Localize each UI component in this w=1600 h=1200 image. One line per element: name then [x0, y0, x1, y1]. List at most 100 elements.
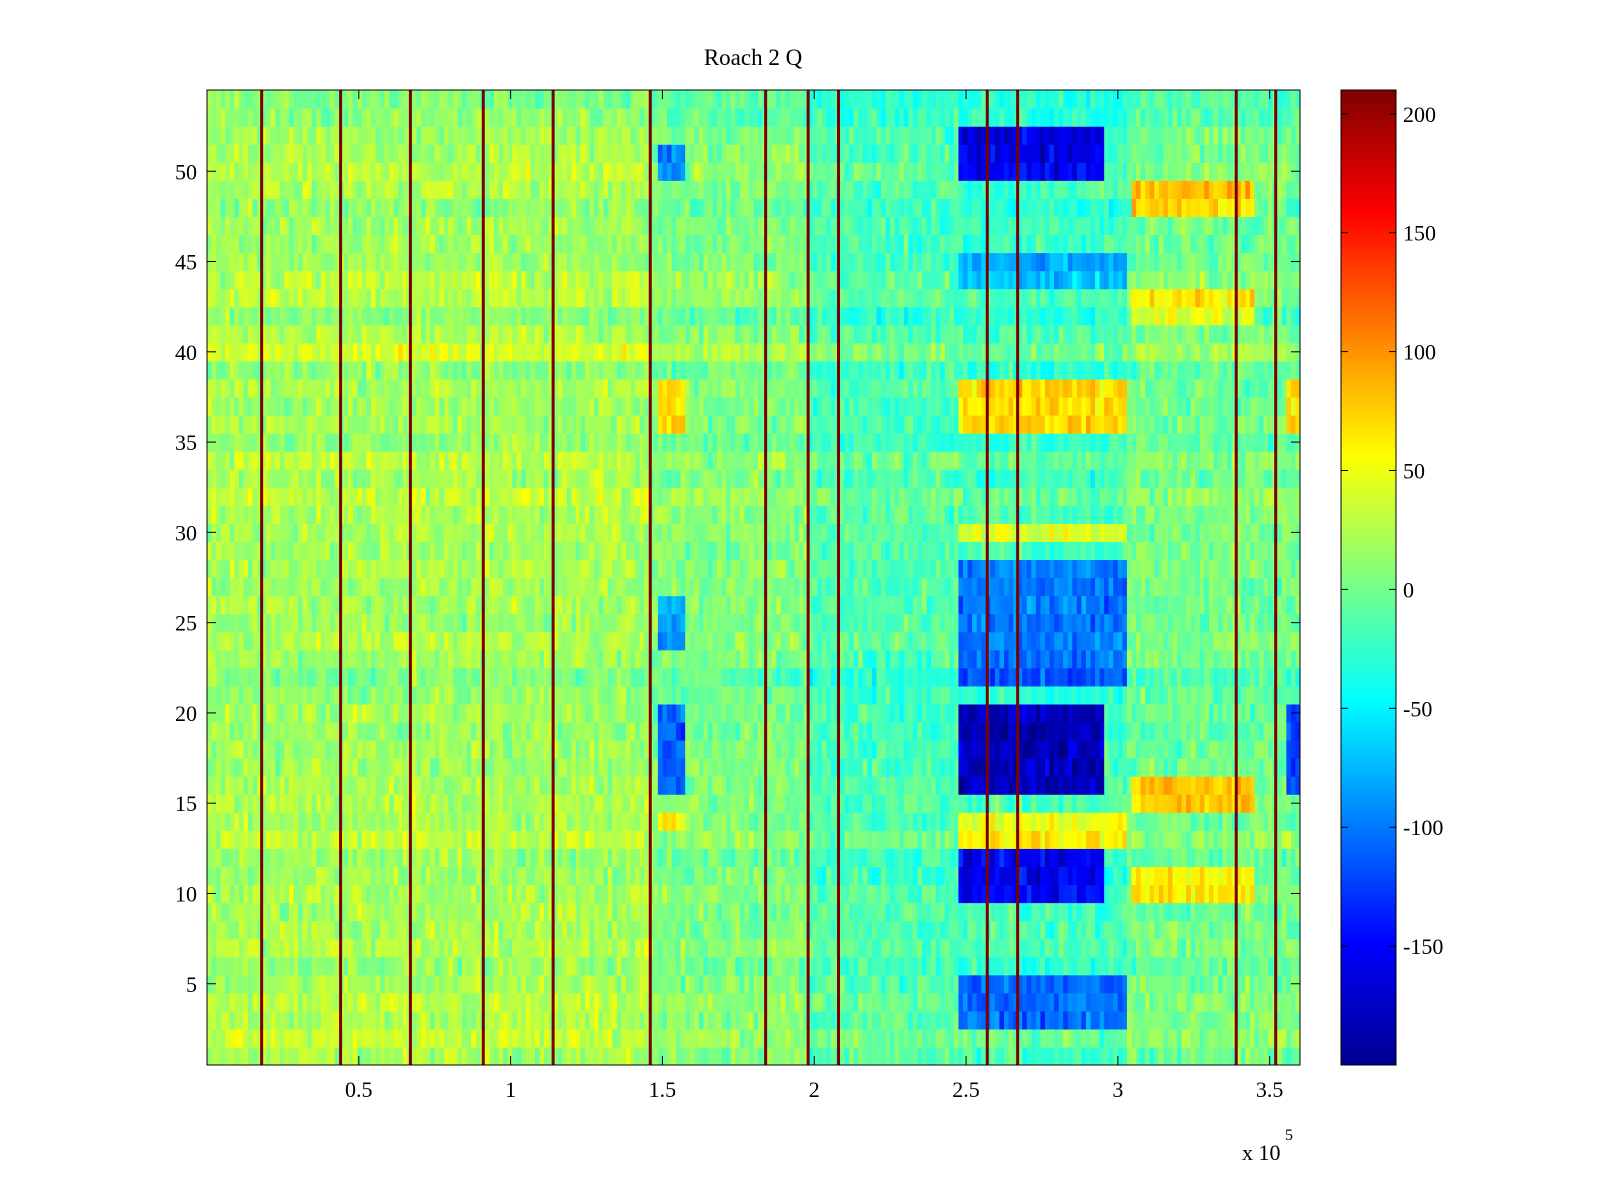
heatmap-cell	[589, 685, 595, 705]
heatmap-cell	[548, 703, 554, 723]
heatmap-cell	[334, 1010, 340, 1030]
heatmap-cell	[421, 956, 427, 976]
heatmap-cell	[671, 812, 677, 831]
heatmap-cell	[275, 956, 281, 976]
heatmap-cell	[903, 938, 909, 958]
heatmap-cell	[1286, 992, 1292, 1012]
heatmap-cell	[871, 884, 878, 904]
heatmap-cell	[812, 956, 818, 976]
heatmap-cell	[758, 1010, 764, 1030]
heatmap-cell	[1022, 776, 1028, 795]
heatmap-cell	[1254, 848, 1260, 867]
heatmap-cell	[548, 902, 554, 922]
heatmap-cell	[1177, 902, 1183, 922]
heatmap-cell	[370, 920, 377, 940]
heatmap-cell	[325, 740, 331, 759]
heatmap-cell	[370, 992, 377, 1012]
heatmap-cell	[525, 974, 531, 994]
heatmap-cell	[585, 956, 591, 976]
heatmap-cell	[534, 866, 541, 886]
heatmap-cell	[516, 776, 522, 795]
heatmap-cell	[247, 992, 254, 1012]
heatmap-cell	[671, 974, 677, 994]
heatmap-cell	[999, 902, 1005, 922]
heatmap-cell	[343, 758, 349, 777]
heatmap-cell	[1154, 848, 1160, 867]
heatmap-cell	[1058, 974, 1064, 994]
heatmap-cell	[466, 902, 472, 922]
heatmap-cell	[1126, 848, 1133, 867]
heatmap-cell	[380, 830, 386, 849]
heatmap-cell	[767, 974, 773, 994]
heatmap-cell	[1167, 812, 1174, 831]
heatmap-cell	[1208, 902, 1215, 922]
heatmap-cell	[1218, 1046, 1224, 1065]
heatmap-cell	[680, 812, 686, 831]
heatmap-cell	[862, 1010, 868, 1030]
heatmap-cell	[871, 938, 878, 958]
heatmap-cell	[935, 956, 941, 976]
heatmap-cell	[288, 776, 295, 795]
heatmap-cell	[1090, 758, 1096, 777]
heatmap-cell	[1113, 920, 1119, 940]
heatmap-cell	[416, 1028, 422, 1048]
heatmap-cell	[912, 1046, 919, 1065]
heatmap-cell	[1126, 974, 1133, 994]
heatmap-cell	[1067, 740, 1073, 759]
heatmap-cell	[484, 992, 490, 1012]
heatmap-cell	[434, 1010, 440, 1030]
heatmap-cell	[452, 758, 459, 777]
heatmap-cell	[671, 884, 677, 904]
heatmap-cell	[625, 974, 632, 994]
heatmap-cell	[375, 776, 381, 795]
heatmap-cell	[1195, 920, 1201, 940]
heatmap-cell	[352, 1028, 358, 1048]
heatmap-cell	[211, 902, 217, 922]
heatmap-cell	[826, 776, 832, 795]
heatmap-cell	[944, 794, 950, 813]
heatmap-cell	[1199, 938, 1205, 958]
heatmap-cell	[398, 920, 404, 940]
heatmap-cell	[548, 848, 554, 867]
heatmap-cell	[944, 848, 950, 867]
heatmap-cell	[571, 685, 577, 705]
heatmap-cell	[1126, 776, 1133, 795]
heatmap-cell	[443, 902, 449, 922]
heatmap-cell	[1245, 794, 1251, 813]
heatmap-cell	[1195, 974, 1201, 994]
heatmap-cell	[917, 740, 923, 759]
heatmap-cell	[890, 884, 896, 904]
heatmap-cell	[585, 884, 591, 904]
heatmap-cell	[1122, 848, 1128, 867]
heatmap-cell	[1035, 703, 1042, 723]
heatmap-cell	[521, 740, 527, 759]
heatmap-cell	[972, 740, 978, 759]
heatmap-cell	[284, 758, 290, 777]
heatmap-cell	[867, 1028, 873, 1048]
heatmap-cell	[566, 758, 572, 777]
heatmap-cell	[630, 685, 636, 705]
heatmap-cell	[1140, 830, 1146, 849]
heatmap-cell	[990, 685, 996, 705]
heatmap-cell	[421, 1046, 427, 1065]
heatmap-cell	[1218, 992, 1224, 1012]
heatmap-cell	[1167, 902, 1174, 922]
heatmap-cell	[1081, 703, 1087, 723]
heatmap-cell	[452, 1046, 459, 1065]
heatmap-cell	[630, 740, 636, 759]
heatmap-cell	[758, 794, 764, 813]
heatmap-cell	[462, 758, 468, 777]
heatmap-cell	[890, 920, 896, 940]
heatmap-cell	[307, 740, 313, 759]
heatmap-cell	[462, 776, 468, 795]
heatmap-cell	[216, 992, 222, 1012]
heatmap-cell	[1090, 866, 1096, 886]
heatmap-cell	[370, 884, 377, 904]
heatmap-cell	[1085, 920, 1092, 940]
heatmap-cell	[243, 866, 249, 886]
heatmap-cell	[958, 812, 964, 831]
heatmap-cell	[849, 740, 855, 759]
heatmap-cell	[1035, 776, 1042, 795]
heatmap-cell	[1259, 1046, 1265, 1065]
heatmap-cell	[1022, 794, 1028, 813]
